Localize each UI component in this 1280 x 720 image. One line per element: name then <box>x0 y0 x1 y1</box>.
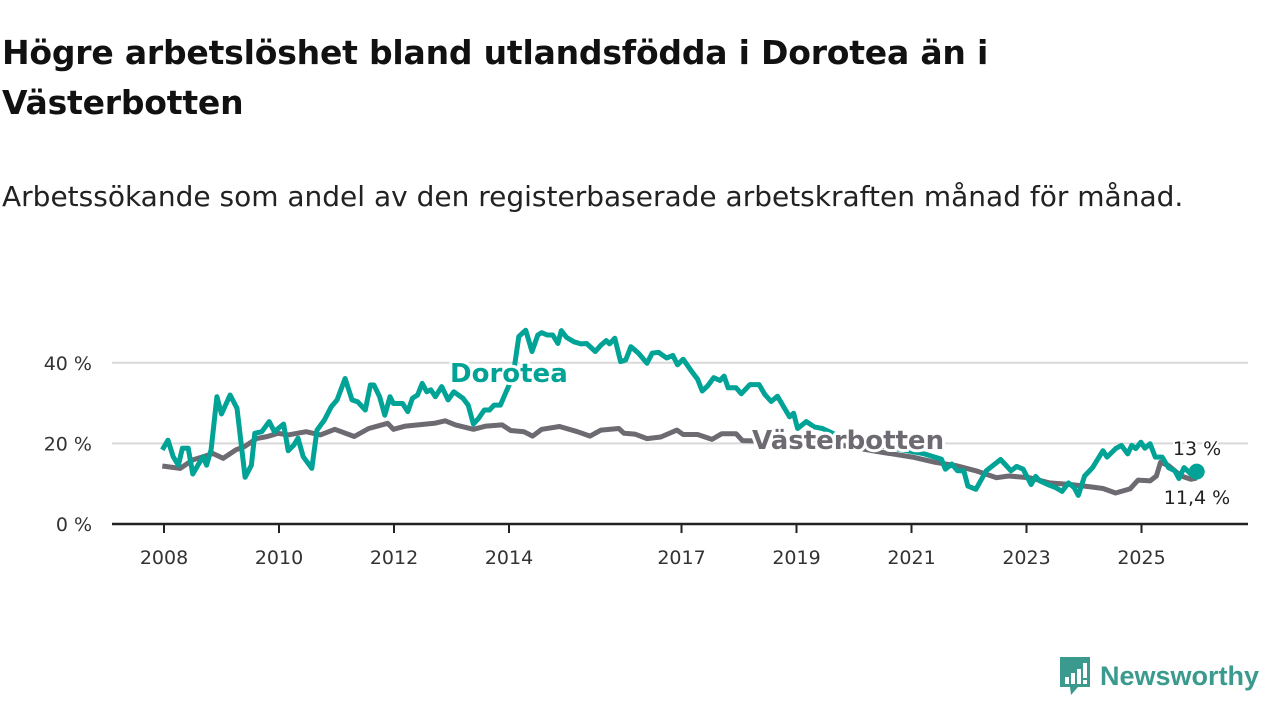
y-tick-label: 0 % <box>56 514 92 536</box>
x-tick-label: 2019 <box>772 547 820 569</box>
x-tick-label: 2025 <box>1117 547 1165 569</box>
x-tick-label: 2014 <box>485 547 533 569</box>
end-label-vasterbotten: 11,4 % <box>1164 487 1230 509</box>
x-tick-label: 2021 <box>887 547 935 569</box>
newsworthy-logo-icon <box>1060 657 1090 695</box>
x-tick-label: 2010 <box>255 547 303 569</box>
x-tick-label: 2023 <box>1002 547 1050 569</box>
end-point-dorotea <box>1188 463 1205 480</box>
series-lines <box>160 327 1205 498</box>
chart-subtitle: Arbetssökande som andel av den registerb… <box>2 180 1184 213</box>
x-tick-label: 2017 <box>657 547 705 569</box>
x-axis-ticks: 2008 2010 2012 2014 2017 2019 2021 2023 2025 <box>140 524 1166 569</box>
chart-title: Högre arbetslöshet bland utlandsfödda i … <box>2 33 989 122</box>
x-tick-label: 2012 <box>370 547 418 569</box>
y-tick-label: 20 % <box>44 433 92 455</box>
series-line-dorotea <box>160 327 1198 498</box>
series-label-dorotea: Dorotea <box>450 359 568 389</box>
newsworthy-logo: Newsworthy <box>1058 655 1259 697</box>
brand-name: Newsworthy <box>1100 660 1260 691</box>
end-label-dorotea: 13 % <box>1173 438 1221 460</box>
series-line-västerbotten <box>161 418 1198 496</box>
y-axis-ticks: 0 % 20 % 40 % <box>44 353 92 536</box>
series-label-vasterbotten: Västerbotten <box>752 426 944 456</box>
x-tick-label: 2008 <box>140 547 188 569</box>
y-tick-label: 40 % <box>44 353 92 375</box>
gridlines <box>112 361 1248 526</box>
